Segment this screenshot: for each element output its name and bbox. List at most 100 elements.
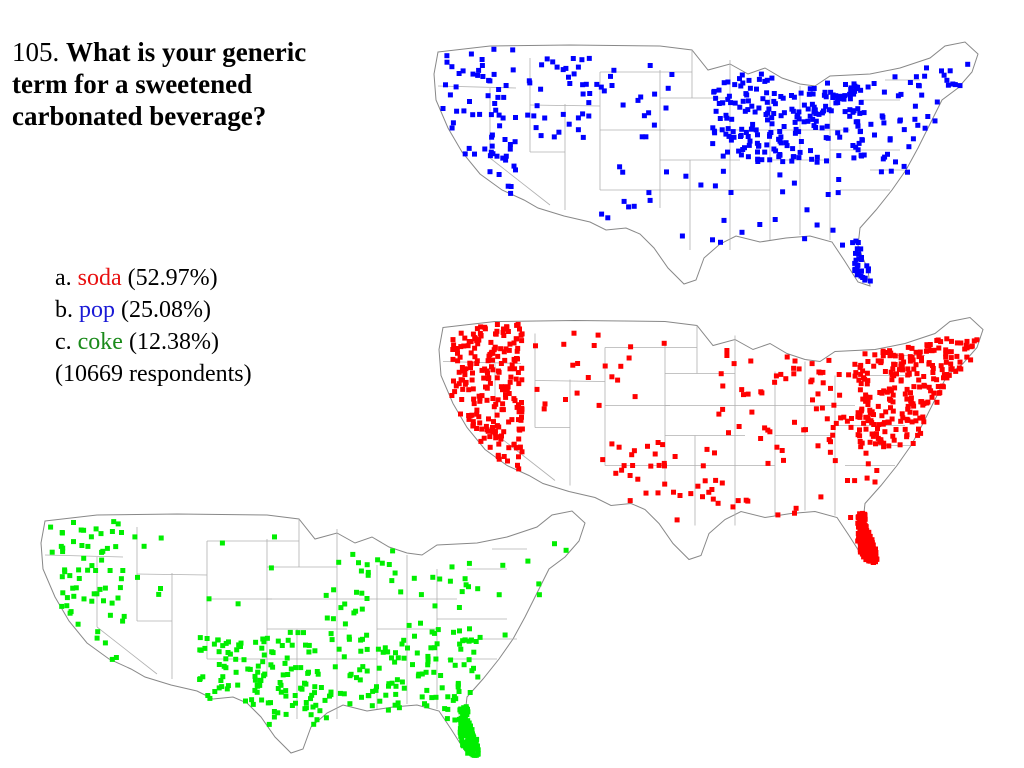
soda-response-dot [500, 407, 506, 413]
pop-response-dot [907, 80, 913, 85]
coke-response-dot [73, 585, 79, 591]
coke-response-dot [401, 685, 407, 691]
coke-response-dot [324, 615, 330, 621]
coke-response-dot [93, 526, 99, 532]
coke-response-dot [252, 687, 258, 693]
soda-response-dot [867, 544, 873, 550]
soda-response-dot [479, 393, 485, 399]
soda-response-dot [875, 435, 881, 441]
pop-response-dot [466, 145, 472, 151]
soda-response-dot [844, 418, 850, 424]
answer-soda: a. soda (52.97%) [55, 262, 252, 294]
soda-response-dot [899, 411, 905, 417]
coke-response-dot [468, 637, 474, 643]
pop-response-dot [491, 46, 497, 52]
pop-response-dot [855, 240, 861, 245]
pop-response-dot [502, 137, 508, 142]
coke-response-dot [471, 735, 477, 740]
coke-response-dot [64, 603, 70, 609]
coke-response-dot [48, 524, 54, 530]
coke-response-dot [202, 645, 208, 651]
coke-response-dot [59, 603, 65, 609]
pop-response-dot [932, 118, 938, 124]
coke-response-dot [121, 613, 127, 619]
soda-response-dot [880, 353, 886, 359]
soda-response-dot [902, 391, 908, 397]
coke-response-dot [260, 636, 266, 642]
pop-response-dot [945, 82, 951, 88]
soda-response-dot [918, 430, 924, 436]
pop-response-dot [710, 141, 716, 147]
soda-response-dot [779, 448, 785, 453]
coke-response-dot [401, 637, 407, 643]
soda-response-dot [496, 369, 502, 375]
pop-response-dot [560, 111, 566, 117]
soda-response-dot [730, 504, 736, 510]
coke-response-dot [457, 716, 462, 722]
soda-response-dot [494, 322, 500, 327]
pop-response-dot [728, 190, 734, 195]
soda-response-dot [482, 366, 488, 372]
coke-response-dot [313, 702, 319, 708]
pop-response-dot [732, 100, 738, 106]
coke-response-dot [359, 590, 365, 596]
coke-response-dot [218, 678, 224, 683]
soda-response-dot [862, 553, 868, 559]
coke-response-dot [260, 659, 266, 665]
state-border [96, 626, 158, 675]
coke-response-dot [120, 568, 126, 573]
coke-response-dot [94, 635, 100, 641]
coke-response-dot [71, 539, 76, 545]
pop-response-dot [816, 111, 822, 117]
pop-response-dot [798, 139, 804, 144]
coke-response-dot [278, 689, 284, 695]
coke-response-dot [306, 649, 312, 655]
coke-response-dot [271, 714, 277, 720]
soda-response-dot [931, 376, 937, 382]
soda-response-dot [859, 526, 865, 532]
soda-response-dot [478, 333, 484, 338]
soda-response-dot [503, 384, 509, 390]
pop-response-dot [505, 183, 511, 189]
coke-response-dot [292, 693, 298, 698]
soda-response-dot [929, 394, 935, 400]
soda-response-dot [913, 418, 919, 424]
pop-response-dot [790, 146, 796, 152]
soda-response-dot [468, 350, 474, 356]
pop-response-dot [854, 272, 860, 278]
coke-response-dot [449, 564, 455, 570]
soda-response-dot [542, 401, 548, 407]
soda-response-dot [937, 390, 943, 396]
soda-response-dot [719, 480, 725, 486]
soda-response-dot [864, 381, 870, 387]
soda-response-dot [878, 358, 884, 364]
question-block: 105. What is your generic term for a swe… [12, 36, 352, 132]
pop-response-dot [712, 130, 718, 136]
pop-response-dot [507, 142, 513, 147]
soda-response-dot [908, 390, 913, 396]
pop-response-dot [825, 135, 831, 141]
soda-response-dot [856, 377, 862, 383]
soda-response-dot [468, 339, 474, 345]
pop-response-dot [472, 151, 477, 157]
pop-response-dot [717, 116, 723, 121]
pop-response-dot [664, 169, 669, 175]
pop-response-dot [764, 142, 770, 148]
pop-response-dot [679, 233, 685, 239]
coke-response-dot [365, 569, 371, 575]
coke-response-dot [392, 570, 398, 576]
pop-response-dot [807, 113, 813, 119]
soda-response-dot [911, 366, 917, 372]
coke-response-dot [456, 605, 462, 610]
soda-response-dot [720, 406, 726, 412]
pop-response-dot [771, 111, 777, 116]
pop-response-dot [745, 154, 751, 160]
coke-response-dot [158, 586, 163, 591]
soda-response-dot [875, 426, 880, 432]
coke-response-dot [225, 683, 231, 689]
coke-response-dot [302, 706, 308, 712]
soda-response-dot [892, 385, 898, 391]
coke-response-dot [471, 649, 477, 655]
coke-response-dot [206, 596, 212, 602]
soda-response-dot [487, 352, 493, 357]
